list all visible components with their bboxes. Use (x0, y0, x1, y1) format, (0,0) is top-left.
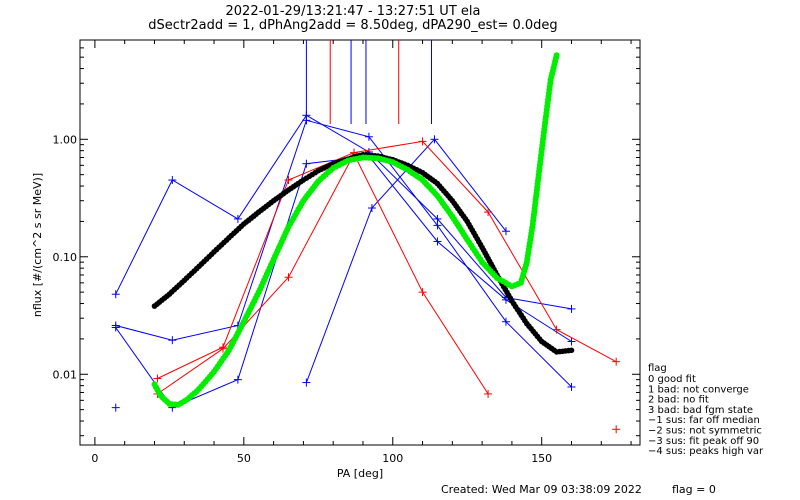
series-5-point-2 (284, 273, 293, 282)
chart-title-line2: dSectr2add = 1, dPhAng2add = 8.50deg, dP… (148, 18, 557, 33)
series-0-point-0 (111, 290, 120, 299)
flag-legend: flag 0 good fit 1 bad: not converge 2 ba… (648, 363, 764, 457)
y-axis-label: nflux [#/(cm^2 s sr MeV)] (31, 173, 44, 317)
series-line-3 (305, 138, 507, 383)
series-1-point-1 (168, 336, 177, 345)
legend-item: −3 sus: fit peak off 90 (648, 436, 759, 447)
series-4-point-2 (284, 176, 293, 185)
series-2-point-3 (302, 159, 311, 168)
fit-curve-black (151, 151, 575, 355)
legend-item: −4 sus: peaks high var (648, 446, 764, 457)
series-3-point-3 (501, 227, 510, 236)
series-3-point-1 (367, 204, 376, 213)
series-3-point-2 (430, 135, 439, 144)
series-line-1 (115, 119, 572, 388)
series-4-point-5 (484, 208, 493, 217)
y-tick-label: 1.00 (53, 133, 78, 146)
series-5-point-5 (484, 389, 493, 398)
series-1-point-6 (501, 317, 510, 326)
series-4-point-4 (418, 137, 427, 146)
vertical-markers (305, 40, 432, 124)
axis-ticks: 0 50 100 150 0.01 0.10 1.00 (53, 39, 640, 465)
series-1-point-4 (364, 132, 373, 141)
fit-green-dot-249 (553, 52, 560, 59)
series-4-point-6 (552, 325, 561, 334)
series-1-point-3 (302, 116, 311, 125)
series-4-point-7 (612, 357, 621, 366)
series-1-point-7 (567, 382, 576, 391)
legend-title: flag (648, 363, 667, 374)
x-tick-label: 100 (382, 452, 403, 465)
series-4-point-0 (153, 374, 162, 383)
series-3-point-0 (302, 378, 311, 387)
x-tick-label: 0 (91, 452, 98, 465)
single-marker-0 (111, 403, 120, 412)
series-line-4 (157, 140, 617, 379)
series-line-5 (157, 152, 489, 395)
legend-item: 0 good fit (648, 374, 696, 385)
chart-title-line1: 2022-01-29/13:21:47 - 13:27:51 UT ela (226, 4, 481, 19)
series-5-point-1 (218, 344, 227, 353)
x-tick-label: 50 (237, 452, 251, 465)
series-2-point-7 (567, 337, 576, 346)
plot-frame (79, 39, 641, 446)
series-0-point-7 (567, 304, 576, 313)
legend-item: 3 bad: bad fgm state (648, 405, 753, 416)
series-0-point-2 (233, 214, 242, 223)
fit-black-dot-175 (568, 347, 575, 354)
legend-item: 2 bad: no fit (648, 395, 709, 406)
y-tick-label: 0.10 (53, 251, 78, 264)
legend-item: 1 bad: not converge (648, 384, 749, 395)
series-2-point-2 (233, 375, 242, 384)
series-0-point-1 (168, 176, 177, 185)
single-marker-1 (612, 425, 621, 434)
series-2-point-5 (433, 237, 442, 246)
legend-item: −1 sus: far off median (648, 415, 760, 426)
x-tick-label: 150 (531, 452, 552, 465)
y-tick-label: 0.01 (53, 368, 78, 381)
footer-created-timestamp: Created: Wed Mar 09 03:38:09 2022 (441, 483, 642, 496)
footer-flag: flag = 0 (672, 483, 716, 496)
x-axis-label: PA [deg] (337, 467, 383, 480)
fit-curve-green (151, 52, 560, 408)
series-5-point-4 (418, 288, 427, 297)
legend-item: −2 sus: not symmetric (648, 426, 762, 437)
series-2-point-0 (111, 323, 120, 332)
series-line-0 (115, 114, 572, 310)
series-1-point-5 (433, 221, 442, 230)
